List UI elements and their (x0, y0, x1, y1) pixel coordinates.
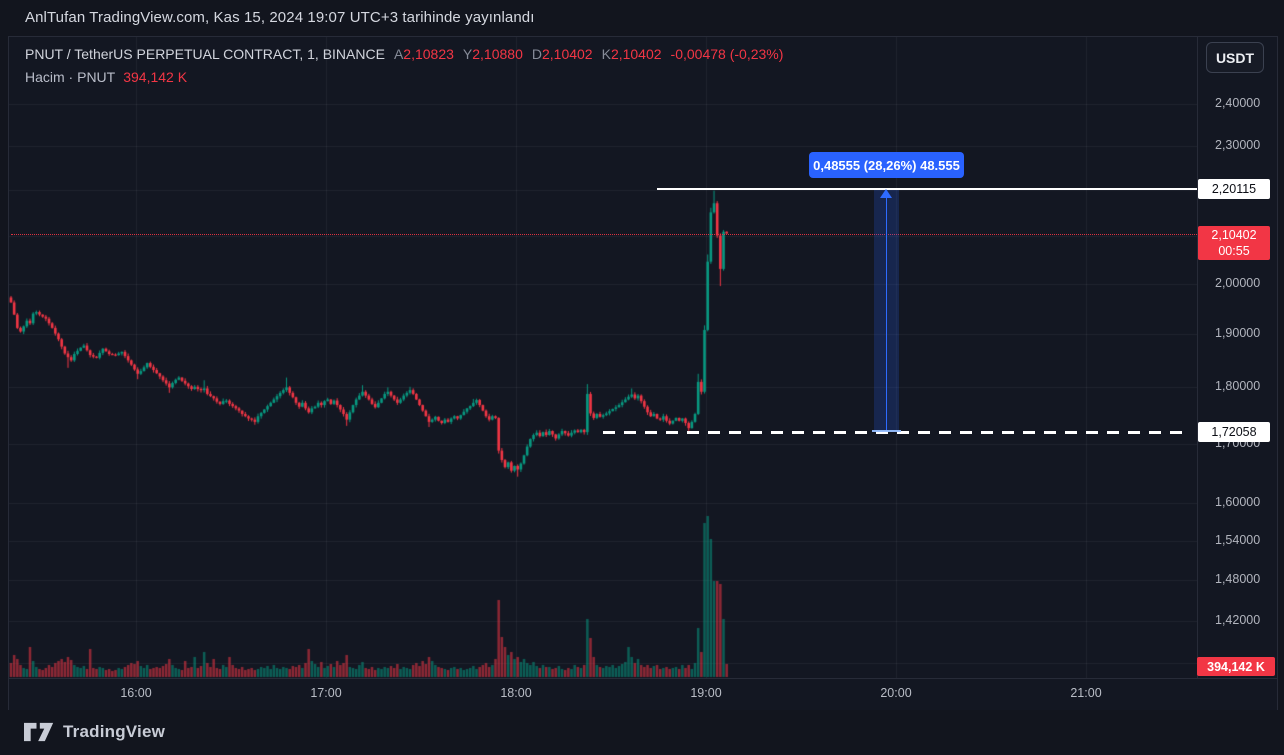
high-key: Y (462, 46, 473, 62)
price-tick: 2,30000 (1215, 138, 1261, 152)
price-tick: 2,00000 (1215, 276, 1261, 290)
price-tick: 1,90000 (1215, 326, 1261, 340)
price-tick: 1,42000 (1215, 613, 1261, 627)
low-value: 2,10402 (541, 46, 593, 62)
open-key: A (393, 46, 404, 62)
close-key: K (601, 46, 611, 62)
price-tick: 1,48000 (1215, 572, 1261, 586)
resistance-price-label: 2,20115 (1198, 179, 1270, 199)
chart-legend: PNUT / TetherUS PERPETUAL CONTRACT, 1, B… (25, 46, 783, 85)
price-tick: 1,60000 (1215, 495, 1261, 509)
currency-toggle-button[interactable]: USDT (1206, 42, 1264, 73)
last-price-value: 2,10402 (1211, 228, 1257, 242)
price-tick: 1,80000 (1215, 379, 1261, 393)
measure-vertical-line (885, 197, 887, 431)
volume-indicator-label[interactable]: Hacim · PNUT (25, 69, 116, 85)
price-tick: 1,54000 (1215, 533, 1261, 547)
low-key: D (531, 46, 542, 62)
support-dashed-line[interactable] (603, 431, 1191, 434)
change-value: -0,00478 (-0,23%) (670, 46, 784, 62)
time-axis-separator (9, 678, 1277, 679)
bar-countdown: 00:55 (1218, 244, 1250, 258)
volume-axis-label: 394,142 K (1197, 657, 1275, 676)
footer-bar: TradingView (0, 710, 1284, 755)
publish-topbar: AnlTufan TradingView.com, Kas 15, 2024 1… (0, 0, 1284, 36)
tradingview-brand-text[interactable]: TradingView (63, 722, 166, 741)
time-tick: 20:00 (880, 686, 912, 700)
measure-arrow-up-icon (880, 189, 892, 198)
price-tick: 2,40000 (1215, 96, 1261, 110)
symbol-title[interactable]: PNUT / TetherUS PERPETUAL CONTRACT, 1, B… (25, 46, 385, 62)
measure-result-label[interactable]: 0,48555 (28,26%) 48.555 (809, 152, 964, 178)
last-price-label: 2,10402 00:55 (1198, 226, 1270, 260)
close-value: 2,10402 (610, 46, 662, 62)
publish-attribution: AnlTufan TradingView.com, Kas 15, 2024 1… (25, 9, 535, 26)
support-price-label: 1,72058 (1198, 422, 1270, 442)
open-value: 2,10823 (403, 46, 454, 62)
candlestick-chart[interactable] (9, 37, 1197, 678)
time-tick: 19:00 (690, 686, 722, 700)
time-tick: 16:00 (120, 686, 152, 700)
chart-panel: 0,48555 (28,26%) 48.555 PNUT / TetherUS … (8, 36, 1278, 712)
measure-baseline (872, 429, 901, 432)
tradingview-logo-icon[interactable] (24, 721, 54, 743)
price-axis-separator (1197, 37, 1198, 678)
measure-tool-band[interactable] (872, 189, 901, 432)
last-price-dotted-line (11, 234, 1197, 235)
time-tick: 21:00 (1070, 686, 1102, 700)
volume-indicator-value: 394,142 K (123, 69, 188, 85)
time-tick: 17:00 (310, 686, 342, 700)
resistance-line[interactable] (657, 188, 1197, 190)
high-value: 2,10880 (472, 46, 523, 62)
time-tick: 18:00 (500, 686, 532, 700)
